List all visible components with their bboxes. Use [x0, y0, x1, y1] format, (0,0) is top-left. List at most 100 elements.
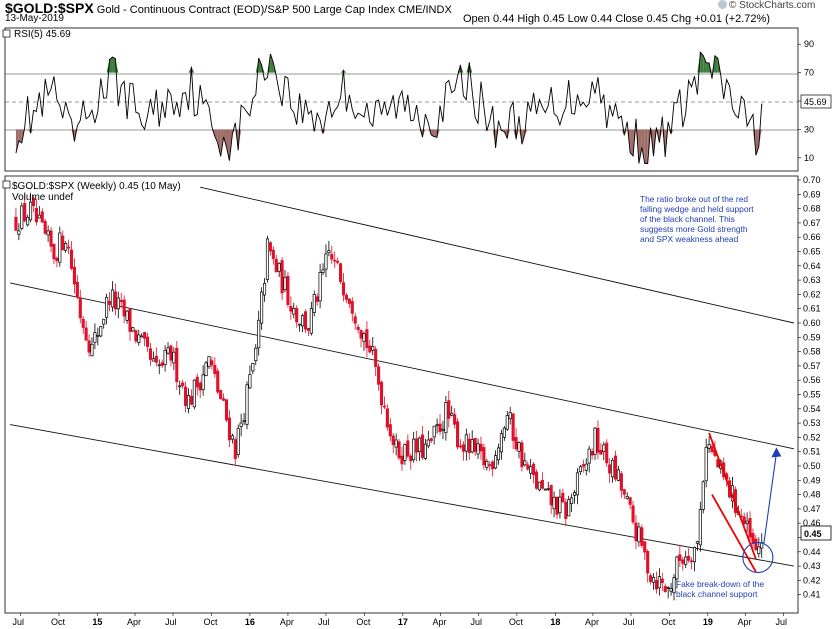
candle-body: [99, 326, 103, 337]
candle-body: [388, 424, 392, 437]
candle-body: [379, 381, 384, 406]
candle-body: [17, 230, 21, 235]
candle-body: [517, 442, 521, 452]
candle-body: [78, 297, 82, 319]
x-axis: Jul Oct 15 Apr Jul Oct 16 Apr Jul Oct 17 Apr Jul Oct 1…: [13, 613, 787, 627]
candle-body: [312, 294, 316, 313]
candle-body: [543, 488, 547, 491]
candle-body: [505, 415, 509, 430]
candle-body: [637, 526, 641, 543]
x-tick-label: Apr: [432, 617, 446, 627]
candle-body: [280, 260, 284, 294]
candle-body: [461, 444, 465, 452]
candle-body: [148, 348, 153, 360]
candle-body: [584, 463, 588, 471]
last-value-box: [800, 525, 832, 541]
price-tick-label: 0.68: [803, 204, 821, 214]
rsi-oversold-fill: [71, 129, 75, 142]
candle-body: [204, 362, 208, 377]
candle-body: [134, 330, 138, 342]
candle-body: [391, 435, 395, 446]
price-collapse-icon[interactable]: [2, 180, 11, 189]
symbol-description: Gold - Continuous Contract (EOD)/S&P 500…: [96, 4, 452, 16]
stockcharts-logo-icon: [718, 0, 727, 9]
candle-body: [716, 459, 720, 468]
candle-body: [438, 423, 442, 433]
candle-body: [397, 441, 401, 459]
projection-arrow: [763, 447, 782, 544]
candle-body: [289, 305, 293, 312]
candle-body: [184, 386, 188, 406]
x-tick-label: Apr: [585, 617, 599, 627]
channel-line: [200, 186, 795, 324]
candle-body: [599, 449, 603, 455]
rsi-collapse-icon[interactable]: [2, 29, 11, 38]
x-tick-label: 18: [550, 617, 560, 627]
candle-body: [64, 243, 68, 251]
volume-label: Volume undef: [12, 192, 73, 203]
candle-body: [499, 433, 503, 453]
candle-body: [151, 358, 155, 362]
x-tick-label: Oct: [509, 617, 524, 627]
rsi-overbought-fill: [258, 58, 262, 73]
candle-body: [374, 349, 378, 367]
candle-body: [558, 496, 562, 514]
candle-body: [295, 308, 299, 323]
candle-body: [625, 496, 629, 499]
candle-body: [90, 343, 94, 357]
candle-body: [646, 551, 650, 574]
candle-body: [26, 216, 30, 226]
candle-body: [494, 455, 498, 469]
candle-body: [628, 497, 632, 505]
channel-lines: [9, 186, 795, 567]
candle-body: [616, 469, 620, 481]
symbol: $GOLD:$SPX: [5, 0, 94, 16]
candle-body: [166, 347, 170, 354]
arrow-head: [771, 447, 782, 458]
candle-body: [581, 464, 585, 467]
candle-body: [488, 464, 492, 466]
candle-body: [754, 538, 758, 550]
ohlc-readout: Open 0.44 High 0.45 Low 0.44 Close 0.45 …: [463, 13, 770, 25]
candle-body: [67, 246, 71, 249]
price-tick-label: 0.62: [803, 289, 821, 299]
candle-body: [29, 201, 33, 221]
candle-body: [192, 379, 196, 408]
rsi-oversold-fill: [644, 129, 648, 164]
x-tick-label: 17: [398, 617, 408, 627]
x-tick-label: Oct: [356, 617, 371, 627]
candle-body: [619, 473, 623, 491]
candle-body: [84, 327, 88, 341]
x-tick-label: Jul: [775, 617, 787, 627]
candle-body: [564, 501, 568, 519]
rsi-line: [15, 50, 763, 164]
candle-body: [371, 346, 375, 351]
candle-body: [663, 586, 667, 593]
candle-body: [640, 527, 644, 546]
candle-body: [131, 327, 135, 332]
wedge-line: [711, 494, 757, 573]
price-tick-label: 0.55: [803, 390, 821, 400]
candle-body: [675, 556, 679, 580]
candle-body: [377, 366, 381, 385]
candle-body: [93, 332, 97, 343]
candle-body: [306, 327, 310, 331]
candle-body: [216, 370, 220, 393]
candle-body: [122, 299, 126, 317]
candle-body: [163, 350, 167, 365]
candle-body: [251, 363, 255, 372]
candle-body: [236, 428, 240, 455]
candle-body: [570, 497, 574, 504]
rsi-oversold-fill: [755, 129, 759, 156]
candle-body: [344, 294, 348, 300]
candle-body: [467, 438, 471, 453]
rsi-overbought-fill: [343, 69, 347, 73]
candle-body: [157, 364, 161, 367]
candle-body: [365, 329, 369, 349]
candle-body: [523, 460, 527, 466]
candle-body: [143, 332, 147, 339]
candle-body: [262, 283, 267, 296]
rsi-tick-label: 30: [804, 124, 814, 134]
candle-body: [222, 398, 226, 401]
